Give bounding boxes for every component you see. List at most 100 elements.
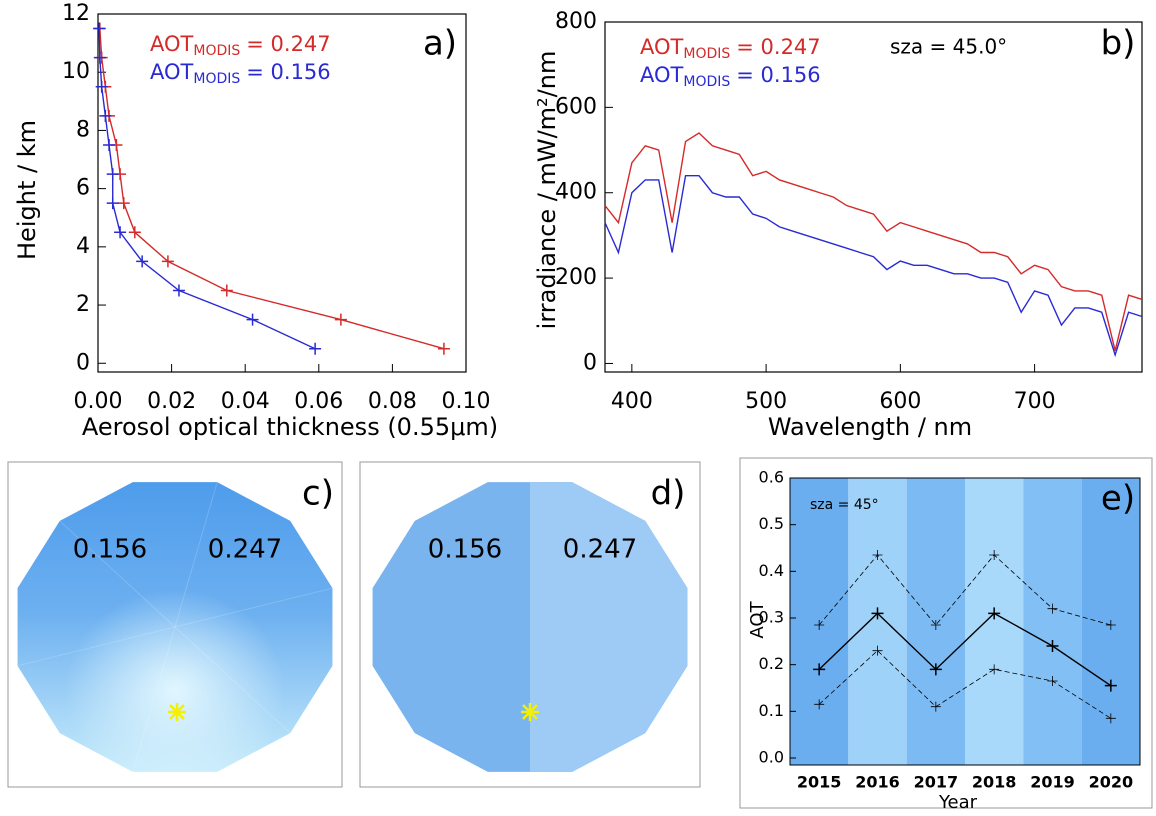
point-marker [814, 699, 825, 710]
y-tick-label: 600 [555, 94, 597, 119]
point-marker [99, 109, 112, 122]
point-marker [437, 342, 450, 355]
x-axis-label: Wavelength / nm [768, 413, 972, 441]
point-marker [246, 313, 259, 326]
x-tick-label: 2017 [914, 773, 959, 792]
y-tick-label: 400 [555, 180, 597, 205]
point-marker [989, 550, 1000, 560]
y-tick-label: 6 [76, 176, 90, 201]
point-marker [172, 284, 185, 297]
plot-frame [97, 13, 467, 373]
point-marker [871, 607, 884, 620]
sky-glow [17, 482, 333, 772]
x-tick-label: 0.06 [294, 389, 343, 414]
band [1023, 478, 1082, 765]
y-axis-label: irradiance / mW/m²/nm [533, 51, 561, 330]
y-tick-label: 0.3 [759, 608, 784, 627]
point-marker [117, 197, 130, 210]
point-marker [814, 620, 825, 630]
point-marker [128, 226, 141, 239]
point-marker [988, 607, 1001, 620]
point-marker [93, 22, 106, 35]
y-tick-label: 0.1 [759, 701, 784, 720]
sector-line [174, 481, 218, 628]
x-tick-label: 2015 [797, 773, 842, 792]
point-marker [161, 255, 174, 268]
legend-sub: MODIS [193, 71, 240, 87]
point-marker [95, 80, 108, 93]
y-tick-label: 800 [555, 9, 597, 34]
legend-sub: MODIS [193, 43, 240, 59]
point-marker [1105, 713, 1116, 724]
y-tick-label: 12 [62, 1, 90, 26]
left-value: 0.156 [73, 535, 147, 565]
series-line [818, 612, 1112, 687]
band [848, 478, 907, 765]
x-axis-label: Aerosol optical thickness (0.55μm) [82, 413, 498, 441]
y-tick-label: 2 [76, 292, 90, 317]
panel-label: b) [1101, 24, 1136, 64]
point-marker [1047, 676, 1058, 686]
sun-marker [521, 703, 539, 721]
point-marker [929, 663, 942, 676]
point-marker [309, 342, 322, 355]
legend-main: AOT [150, 60, 194, 84]
series-line [818, 554, 1111, 626]
x-tick-label: 700 [1014, 389, 1056, 414]
series-line [604, 174, 1143, 358]
y-tick-label: 0 [583, 350, 597, 375]
point-marker [106, 168, 119, 181]
legend-sub: MODIS [683, 74, 730, 90]
point-marker [1105, 620, 1116, 630]
point-marker [220, 284, 233, 297]
point-marker [989, 664, 1000, 675]
annotation: sza = 45° [810, 497, 879, 513]
y-tick-label: 10 [62, 59, 90, 84]
x-axis-label: Year [938, 792, 978, 813]
legend-main: AOT [640, 35, 684, 59]
right-value: 0.247 [563, 535, 637, 565]
point-marker [872, 550, 883, 560]
legend-rest: = 0.156 [246, 60, 330, 84]
sector-line [17, 626, 176, 667]
y-tick-label: 0.0 [759, 748, 784, 767]
legend-rest: = 0.247 [736, 35, 820, 59]
point-marker [106, 197, 119, 210]
panel-label: d) [651, 474, 686, 514]
left-value: 0.156 [428, 535, 502, 565]
x-tick-label: 0.10 [442, 389, 491, 414]
x-tick-label: 0.04 [221, 389, 270, 414]
y-tick-label: 0.6 [759, 468, 784, 487]
x-tick-label: 2019 [1030, 773, 1075, 792]
plot-frame [604, 21, 1143, 373]
sector-line [132, 626, 176, 773]
legend-entry: AOTMODIS = 0.156 [640, 63, 821, 90]
point-marker [930, 620, 941, 630]
plot-frame [789, 477, 1141, 766]
point-marker [136, 255, 149, 268]
legend-main: AOT [150, 32, 194, 56]
x-tick-label: 2018 [972, 773, 1017, 792]
x-tick-label: 0.02 [147, 389, 196, 414]
y-tick-label: 0.4 [759, 561, 784, 580]
x-tick-label: 0.08 [368, 389, 417, 414]
y-tick-label: 8 [76, 117, 90, 142]
series-line [604, 132, 1143, 351]
sector-line [59, 520, 176, 628]
point-marker [103, 138, 116, 151]
legend-main: AOT [640, 63, 684, 87]
panel-label: e) [1101, 479, 1135, 519]
point-marker [872, 645, 883, 656]
y-axis-label: AOT [747, 600, 768, 638]
panel-label: c) [302, 474, 334, 514]
series-line [818, 650, 1112, 719]
point-marker [93, 51, 106, 64]
x-tick-label: 2016 [855, 773, 900, 792]
legend-entry: AOTMODIS = 0.156 [150, 60, 331, 87]
point-marker [813, 663, 826, 676]
point-marker [334, 313, 347, 326]
sector-line [174, 587, 333, 628]
x-tick-label: 0.00 [74, 389, 123, 414]
point-marker [930, 701, 941, 712]
sun-marker [168, 703, 186, 721]
